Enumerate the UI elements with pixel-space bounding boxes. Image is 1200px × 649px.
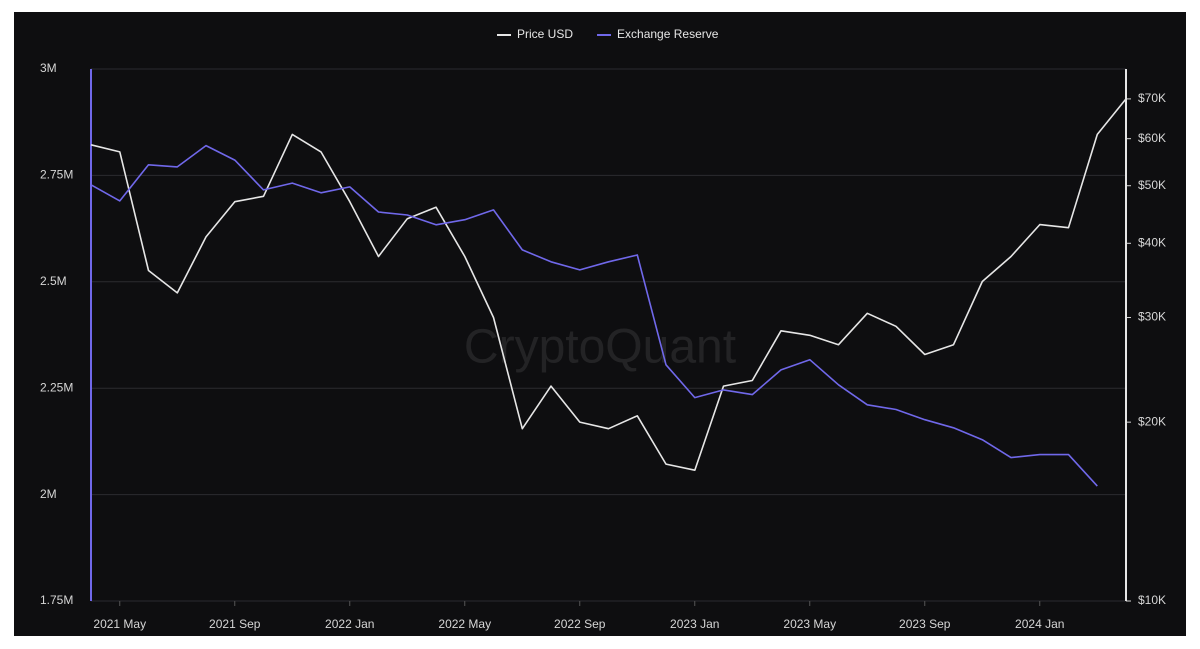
y2-tick-label: $30K [1138,310,1166,324]
y2-tick-label: $20K [1138,414,1166,428]
y-tick-label: 2M [40,487,57,501]
y-tick-label: 2.75M [40,168,73,182]
y-tick-label: 2.25M [40,380,73,394]
legend-label: Price USD [517,27,573,41]
y2-tick-label: $10K [1138,593,1166,607]
y2-tick-label: $70K [1138,91,1166,105]
x-tick-label: 2022 May [438,617,491,631]
legend-label: Exchange Reserve [617,27,719,41]
watermark: CryptoQuant [464,321,736,374]
x-tick-label: 2023 Jan [670,617,719,631]
y2-tick-label: $40K [1138,235,1166,249]
y-tick-label: 1.75M [40,593,73,607]
series-line [90,144,1098,487]
x-tick-label: 2024 Jan [1015,617,1064,631]
chart-panel [14,12,1186,636]
x-tick-label: 2021 May [93,617,146,631]
x-tick-label: 2022 Jan [325,617,374,631]
y2-tick-label: $50K [1138,178,1166,192]
y-tick-label: 3M [40,61,57,75]
series-line [90,98,1127,471]
y2-tick-label: $60K [1138,131,1166,145]
x-tick-label: 2023 Sep [899,617,951,631]
x-tick-label: 2022 Sep [554,617,606,631]
y-tick-label: 2.5M [40,274,67,288]
x-tick-label: 2021 Sep [209,617,261,631]
x-tick-label: 2023 May [783,617,836,631]
